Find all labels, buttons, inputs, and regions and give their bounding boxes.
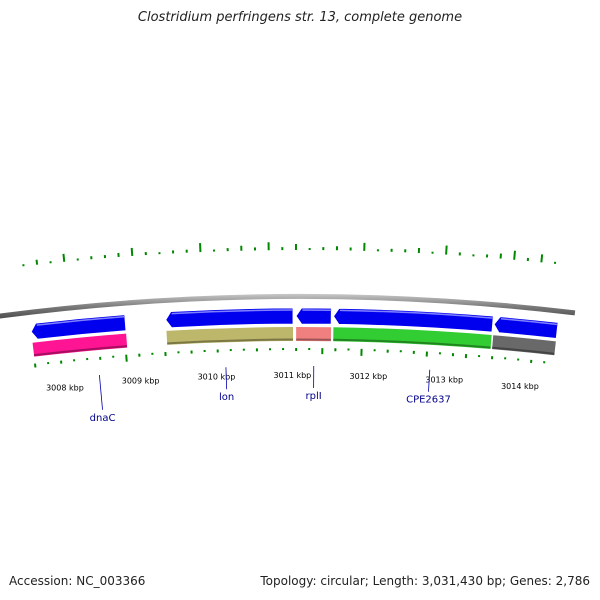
gene-label: lon (219, 392, 234, 403)
cds-arrow (295, 307, 332, 325)
tick-label: 3010 kbp (198, 373, 236, 382)
cds-arrow (333, 307, 494, 333)
gc-skew-bar (445, 245, 448, 255)
tick-label: 3008 kbp (46, 383, 84, 392)
gc-skew-bar (130, 247, 134, 257)
gene-label: CPE2637 (406, 395, 451, 406)
gene-label: rplI (306, 391, 322, 402)
gene-block-shadow (33, 345, 128, 357)
tick-label: 3012 kbp (350, 372, 388, 381)
gene-label: dnaC (90, 413, 116, 424)
gene-block (492, 335, 556, 356)
accession-label: Accession: NC_003366 (9, 574, 146, 588)
tick-label: 3011 kbp (274, 371, 312, 380)
map-title: Clostridium perfringens str. 13, complet… (137, 10, 463, 25)
gene-block-shadow (167, 338, 294, 345)
cds-arrow-highlight (171, 309, 293, 315)
genome-summary-label: Topology: circular; Length: 3,031,430 bp… (260, 574, 590, 588)
gene-label-line (99, 374, 103, 410)
cds-track (30, 307, 559, 340)
gene-block (32, 333, 128, 357)
gc-skew-bar (62, 253, 66, 262)
backbone-ring (0, 294, 576, 319)
gene-label-line (225, 367, 228, 390)
gene-block-shadow (492, 346, 555, 355)
gene-block (166, 327, 294, 345)
gene-block (333, 327, 492, 350)
cds-arrow-highlight (500, 318, 558, 326)
gene-block (296, 326, 332, 342)
cds-arrow-highlight (36, 315, 125, 326)
gene-block-shadow (333, 338, 491, 349)
gc-content-bar (125, 354, 128, 362)
tick-label: 3014 kbp (501, 382, 539, 391)
position-ticks: 3008 kbp 3009 kbp 3010 kbp 3011 kbp 3012 kbp… (46, 371, 539, 392)
gc-skew-bar (35, 259, 39, 265)
gc-skew-bar (540, 254, 544, 263)
cds-arrow (30, 314, 127, 340)
cds-arrow-highlight (339, 309, 494, 319)
backbone-track (0, 294, 576, 319)
tick-label: 3013 kbp (425, 376, 463, 385)
gc-skew-track (22, 242, 557, 267)
tick-label: 3009 kbp (122, 377, 160, 386)
gc-skew-bar (513, 250, 516, 260)
gene-labels: dnaC lon rplI CPE2637 (90, 366, 451, 424)
gene-track (32, 326, 556, 357)
gc-content-track (34, 347, 546, 368)
cds-arrow (493, 316, 559, 339)
gene-label-line (428, 369, 431, 392)
